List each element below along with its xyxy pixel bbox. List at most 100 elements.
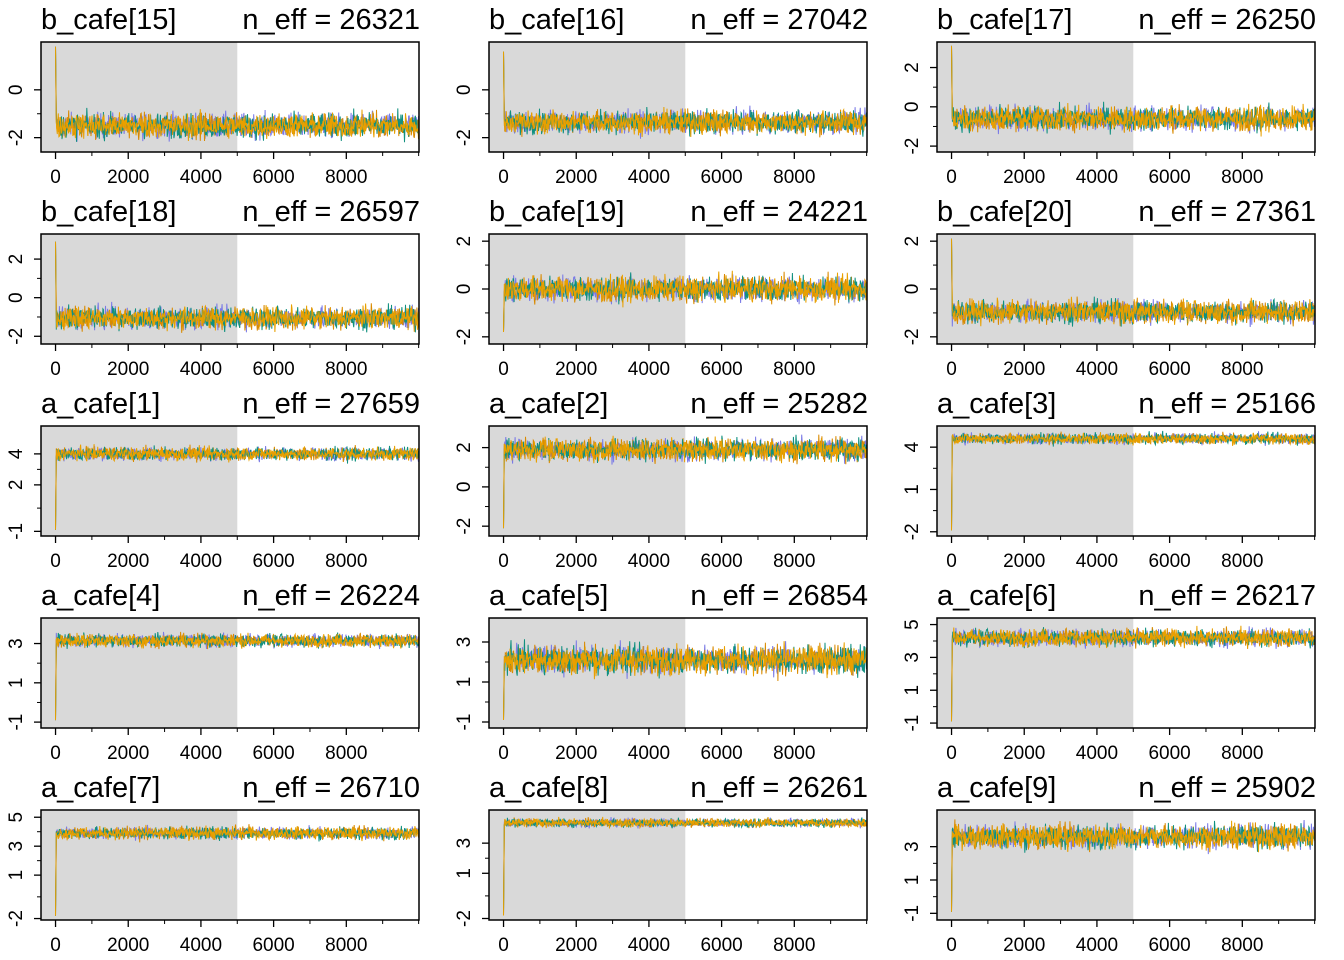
y-tick-label: 0	[6, 85, 27, 96]
x-tick-label: 4000	[628, 359, 670, 380]
panel-title: a_cafe[3]	[937, 388, 1057, 420]
n-eff-label: n_eff = 27361	[1138, 196, 1316, 228]
x-tick-label: 4000	[1076, 551, 1118, 572]
x-tick-label: 8000	[773, 743, 815, 764]
y-tick-label: 5	[902, 619, 923, 630]
trace-panel: 0 2000 4000 6000 8000 -2 0 2 b_cafe[20] n_eff = 2…	[896, 192, 1344, 384]
y-tick-label: 4	[6, 448, 27, 459]
x-tick-label: 6000	[252, 935, 294, 956]
plot-frame	[40, 425, 420, 537]
n-eff-label: n_eff = 25902	[1138, 772, 1316, 804]
plot-frame	[936, 809, 1316, 921]
x-tick-label: 8000	[325, 743, 367, 764]
x-tick-label: 8000	[325, 935, 367, 956]
x-tick-label: 8000	[773, 167, 815, 188]
y-tick-label: 2	[902, 236, 923, 247]
x-tick-label: 4000	[1076, 359, 1118, 380]
trace-panel: 0 2000 4000 6000 8000 -1 1 3 a_cafe[4] n_eff = 26…	[0, 576, 448, 768]
y-tick-label: -1	[902, 715, 923, 732]
plot-frame	[488, 809, 868, 921]
chain-3-trace	[951, 627, 1315, 722]
y-tick-label: 0	[6, 292, 27, 303]
y-tick-label: 1	[902, 484, 923, 495]
x-tick-label: 2000	[107, 551, 149, 572]
trace-plot-svg: 0 2000 4000 6000 8000 -2 0 2	[902, 233, 1316, 380]
x-tick-label: 4000	[628, 551, 670, 572]
panel-title: b_cafe[17]	[937, 4, 1073, 36]
n-eff-label: n_eff = 25282	[690, 388, 868, 420]
x-tick-label: 2000	[107, 359, 149, 380]
trace-panel: 0 2000 4000 6000 8000 -2 0 2 b_cafe[18] n_eff = 2…	[0, 192, 448, 384]
x-tick-label: 0	[946, 359, 957, 380]
panel-title: a_cafe[9]	[937, 772, 1057, 804]
x-tick-label: 8000	[1221, 167, 1263, 188]
x-tick-label: 0	[50, 551, 61, 572]
x-tick-label: 0	[946, 935, 957, 956]
x-tick-label: 2000	[555, 167, 597, 188]
chain-4-trace	[503, 51, 867, 138]
y-tick-label: -2	[6, 328, 27, 345]
y-tick-label: -2	[454, 129, 475, 146]
x-tick-label: 6000	[252, 167, 294, 188]
plot-frame	[40, 809, 420, 921]
x-tick-label: 0	[50, 359, 61, 380]
x-tick-label: 6000	[700, 935, 742, 956]
x-tick-label: 6000	[252, 359, 294, 380]
trace-plot-svg: 0 2000 4000 6000 8000 -2 0	[454, 41, 868, 188]
x-tick-label: 2000	[1003, 359, 1045, 380]
n-eff-label: n_eff = 26224	[242, 580, 420, 612]
y-tick-label: 1	[902, 875, 923, 886]
x-tick-label: 4000	[180, 359, 222, 380]
x-tick-label: 4000	[628, 935, 670, 956]
chain-4-trace	[951, 238, 1315, 327]
trace-plot-svg: 0 2000 4000 6000 8000 -2 0 2	[902, 41, 1316, 188]
y-tick-label: 5	[6, 812, 27, 823]
x-tick-label: 2000	[107, 167, 149, 188]
x-tick-label: 2000	[555, 359, 597, 380]
x-tick-label: 0	[50, 743, 61, 764]
trace-panel: 0 2000 4000 6000 8000 -2 0 b_cafe[15] n_eff = 26…	[0, 0, 448, 192]
x-tick-label: 8000	[1221, 551, 1263, 572]
x-tick-label: 6000	[700, 167, 742, 188]
x-tick-label: 0	[50, 935, 61, 956]
chain-4-trace	[503, 641, 867, 721]
trace-plot-svg: 0 2000 4000 6000 8000 -2 1 4	[902, 425, 1316, 572]
plot-frame	[40, 617, 420, 729]
x-tick-label: 8000	[1221, 935, 1263, 956]
n-eff-label: n_eff = 27042	[690, 4, 868, 36]
n-eff-label: n_eff = 24221	[690, 196, 868, 228]
trace-plot-svg: 0 2000 4000 6000 8000 -1 1 3 5	[902, 617, 1316, 764]
y-tick-label: 3	[454, 838, 475, 849]
y-tick-label: 4	[902, 441, 923, 452]
x-tick-label: 6000	[1148, 743, 1190, 764]
trace-plot-svg: 0 2000 4000 6000 8000 -2 0 2	[454, 425, 868, 572]
x-tick-label: 4000	[180, 551, 222, 572]
y-tick-label: 0	[902, 102, 923, 113]
y-tick-label: -2	[902, 138, 923, 155]
chain-4-trace	[503, 435, 867, 529]
chain-4-trace	[55, 824, 419, 916]
trace-panel: 0 2000 4000 6000 8000 -1 1 3 a_cafe[9] n_eff = 25…	[896, 768, 1344, 960]
panel-title: b_cafe[20]	[937, 196, 1073, 228]
n-eff-label: n_eff = 25166	[1138, 388, 1316, 420]
panel-title: a_cafe[2]	[489, 388, 609, 420]
x-tick-label: 8000	[773, 551, 815, 572]
warmup-region	[489, 42, 686, 152]
warmup-region	[41, 234, 238, 344]
x-tick-label: 4000	[180, 935, 222, 956]
panel-title: b_cafe[19]	[489, 196, 625, 228]
y-tick-label: 0	[902, 284, 923, 295]
y-tick-label: 2	[6, 254, 27, 265]
plot-frame	[936, 617, 1316, 729]
x-tick-label: 8000	[325, 359, 367, 380]
x-tick-label: 2000	[107, 743, 149, 764]
trace-plot-svg: 0 2000 4000 6000 8000 -2 0 2	[454, 233, 868, 380]
x-tick-label: 0	[946, 167, 957, 188]
x-tick-label: 2000	[1003, 551, 1045, 572]
x-tick-label: 2000	[107, 935, 149, 956]
x-tick-label: 4000	[1076, 935, 1118, 956]
y-tick-label: -2	[454, 910, 475, 927]
trace-panel: 0 2000 4000 6000 8000 -2 0 b_cafe[16] n_eff = 27…	[448, 0, 896, 192]
warmup-region	[937, 426, 1134, 536]
x-tick-label: 2000	[1003, 743, 1045, 764]
